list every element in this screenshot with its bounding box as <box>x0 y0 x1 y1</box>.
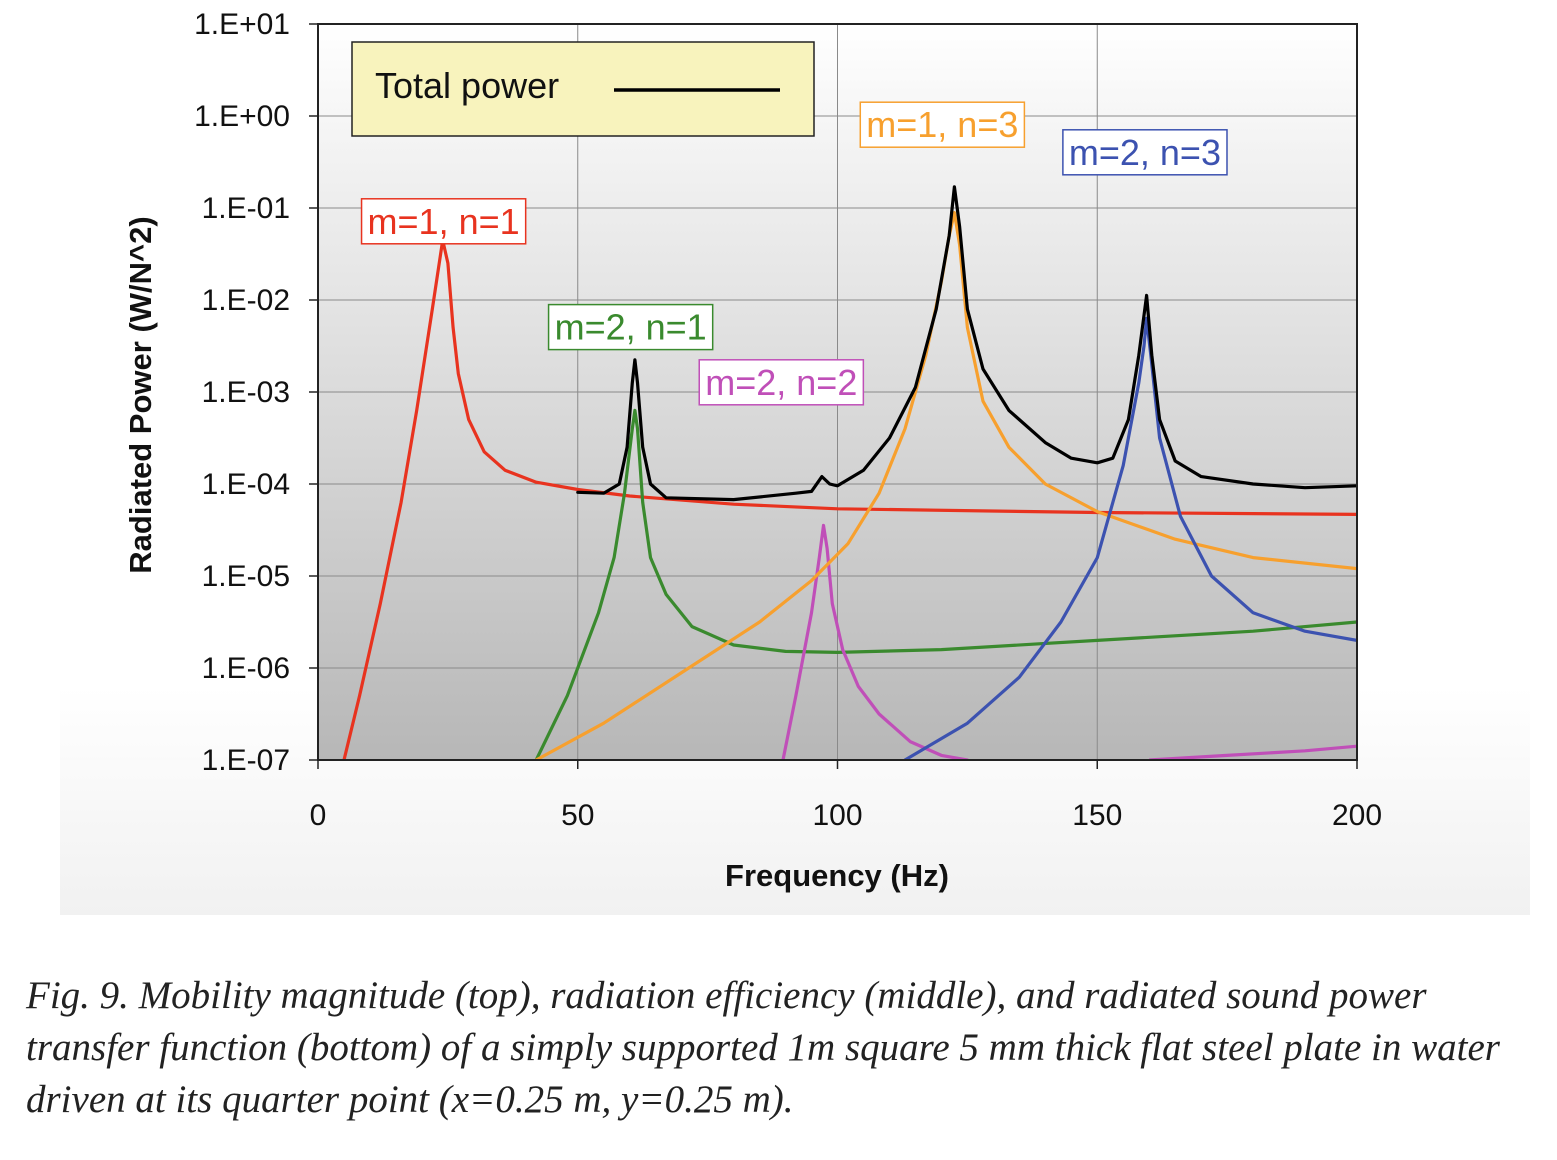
mode-label-box-m-2-n-3 <box>1062 129 1228 176</box>
mode-label-text-m-2-n-2: m=2, n=2 <box>705 362 857 403</box>
y-tick-label: 1.E-03 <box>202 376 290 409</box>
mode-label-m-2-n-1: m=2, n=1 <box>547 303 714 351</box>
mode-label-text-m-1-n-1: m=1, n=1 <box>368 201 520 242</box>
mode-label-box-m-2-n-1 <box>547 303 714 351</box>
series-line-m-1-n-1 <box>342 238 1357 760</box>
mode-label-m-1-n-3: m=1, n=3 <box>859 101 1026 148</box>
series-line-m-2-n-1 <box>534 408 1357 760</box>
y-tick-label: 1.E+01 <box>194 8 290 41</box>
mode-label-text-m-2-n-3: m=2, n=3 <box>1069 132 1221 173</box>
y-axis-ticks: 1.E+01 1.E+00 1.E-01 1.E-02 1.E-03 1.E-04 1.E-… <box>194 8 318 777</box>
figure-caption: Fig. 9. Mobility magnitude (top), radiat… <box>26 974 1500 1121</box>
y-tick-label: 1.E-07 <box>202 744 290 777</box>
x-axis-ticks: 0 50 100 150 200 <box>310 760 1382 832</box>
y-tick-label: 1.E-06 <box>202 652 290 685</box>
series-line-m-2-n-3 <box>903 316 1357 760</box>
y-tick-label: 1.E-02 <box>202 284 290 317</box>
series-line-m-2-n-2 <box>781 523 969 760</box>
mode-label-m-2-n-3: m=2, n=3 <box>1062 129 1228 176</box>
x-tick-label: 100 <box>812 799 862 832</box>
x-tick-label: 0 <box>310 799 327 832</box>
y-tick-label: 1.E-05 <box>202 560 290 593</box>
mode-label-text-m-2-n-1: m=2, n=1 <box>555 307 707 348</box>
y-tick-label: 1.E-01 <box>202 192 290 225</box>
x-tick-label: 200 <box>1332 799 1382 832</box>
y-tick-label: 1.E+00 <box>194 100 290 133</box>
legend-label-total-power: Total power <box>375 65 559 106</box>
chart-container: 1.E+01 1.E+00 1.E-01 1.E-02 1.E-03 1.E-04 1.E-… <box>60 0 1530 915</box>
legend: Total power <box>351 41 815 137</box>
series-line-total-power <box>576 185 1357 502</box>
mode-label-text-m-1-n-3: m=1, n=3 <box>866 104 1018 145</box>
radiated-power-chart: 1.E+01 1.E+00 1.E-01 1.E-02 1.E-03 1.E-04 1.E-… <box>60 0 1530 915</box>
x-axis-title: Frequency (Hz) <box>725 858 949 893</box>
mode-label-m-1-n-1: m=1, n=1 <box>360 198 527 245</box>
y-axis-title: Radiated Power (W/N^2) <box>123 216 158 573</box>
mode-labels: m=1, n=1 m=2, n=1 m=2, n=2 m=1, n=3 m=2, n=3 <box>360 101 1228 406</box>
x-tick-label: 150 <box>1072 799 1122 832</box>
plot-border <box>317 23 1358 761</box>
x-tick-label: 50 <box>561 799 594 832</box>
y-tick-label: 1.E-04 <box>202 468 290 501</box>
series-line-m-2-n-2-tail <box>1149 744 1357 760</box>
mode-label-m-2-n-2: m=2, n=2 <box>698 359 865 406</box>
mode-label-box-m-1-n-1 <box>360 198 527 245</box>
series-layer <box>342 185 1357 760</box>
mode-label-box-m-1-n-3 <box>859 101 1026 148</box>
mode-label-box-m-2-n-2 <box>698 359 865 406</box>
